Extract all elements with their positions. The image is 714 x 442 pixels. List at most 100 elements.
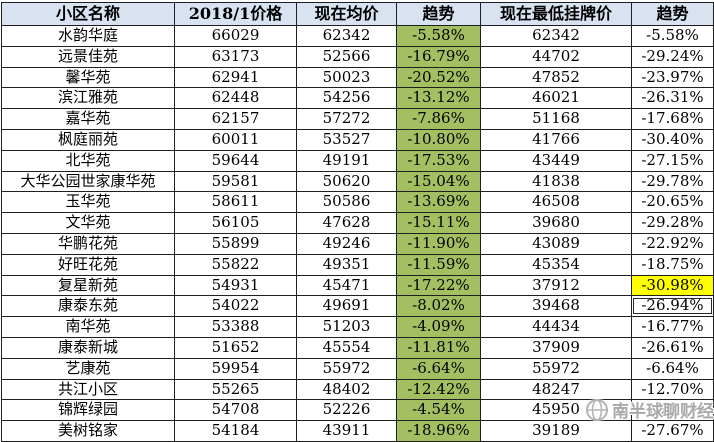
cell-avg-price-now[interactable]: 45471 bbox=[296, 274, 397, 297]
cell-avg-price-now[interactable]: 50023 bbox=[296, 66, 397, 89]
cell-community-name[interactable]: 嘉华苑 bbox=[1, 108, 175, 130]
cell-avg-price-now[interactable]: 62342 bbox=[296, 25, 397, 47]
header-cell-price-2018-01[interactable]: 2018/1价格 bbox=[174, 2, 297, 26]
cell-community-name[interactable]: 南华苑 bbox=[1, 316, 175, 338]
cell-price-2018-01[interactable]: 59644 bbox=[174, 149, 297, 172]
cell-trend-lowest[interactable]: -17.68% bbox=[631, 108, 714, 130]
cell-community-name[interactable]: 复星新苑 bbox=[1, 274, 175, 297]
cell-community-name[interactable]: 锦辉绿园 bbox=[1, 399, 175, 422]
cell-community-name[interactable]: 北华苑 bbox=[1, 149, 175, 172]
cell-community-name[interactable]: 枫庭丽苑 bbox=[1, 128, 175, 151]
cell-trend-avg[interactable]: -20.52% bbox=[396, 66, 481, 89]
cell-avg-price-now[interactable]: 43911 bbox=[296, 420, 397, 442]
header-cell-avg-price-now[interactable]: 现在均价 bbox=[296, 2, 397, 26]
cell-lowest-listing-now[interactable]: 39468 bbox=[480, 295, 632, 318]
cell-price-2018-01[interactable]: 56105 bbox=[174, 212, 297, 234]
cell-lowest-listing-now[interactable]: 46508 bbox=[480, 191, 632, 214]
cell-community-name[interactable]: 远景佳苑 bbox=[1, 45, 175, 68]
cell-community-name[interactable]: 好旺花苑 bbox=[1, 253, 175, 276]
cell-trend-lowest[interactable]: -16.01% bbox=[631, 399, 714, 422]
cell-avg-price-now[interactable]: 52566 bbox=[296, 45, 397, 68]
cell-price-2018-01[interactable]: 66029 bbox=[174, 25, 297, 47]
cell-community-name[interactable]: 康泰新城 bbox=[1, 336, 175, 359]
cell-trend-lowest[interactable]: -22.92% bbox=[631, 232, 714, 255]
cell-community-name[interactable]: 康泰东苑 bbox=[1, 295, 175, 318]
cell-lowest-listing-now[interactable]: 39680 bbox=[480, 212, 632, 234]
cell-trend-lowest[interactable]: -27.67% bbox=[631, 420, 714, 442]
cell-lowest-listing-now[interactable]: 44702 bbox=[480, 45, 632, 68]
cell-trend-avg[interactable]: -4.54% bbox=[396, 399, 481, 422]
cell-avg-price-now[interactable]: 50586 bbox=[296, 191, 397, 214]
cell-trend-lowest[interactable]: -26.94% bbox=[631, 295, 714, 318]
cell-price-2018-01[interactable]: 62157 bbox=[174, 108, 297, 130]
cell-lowest-listing-now[interactable]: 41766 bbox=[480, 128, 632, 151]
cell-community-name[interactable]: 艺康苑 bbox=[1, 357, 175, 380]
cell-lowest-listing-now[interactable]: 41838 bbox=[480, 170, 632, 193]
cell-community-name[interactable]: 滨江雅苑 bbox=[1, 87, 175, 110]
header-cell-community-name[interactable]: 小区名称 bbox=[1, 2, 175, 26]
cell-trend-lowest[interactable]: -30.40% bbox=[631, 128, 714, 151]
cell-price-2018-01[interactable]: 54708 bbox=[174, 399, 297, 422]
cell-lowest-listing-now[interactable]: 43089 bbox=[480, 232, 632, 255]
cell-community-name[interactable]: 大华公园世家康华苑 bbox=[1, 170, 175, 193]
cell-lowest-listing-now[interactable]: 46021 bbox=[480, 87, 632, 110]
cell-trend-avg[interactable]: -13.12% bbox=[396, 87, 481, 110]
cell-price-2018-01[interactable]: 53388 bbox=[174, 316, 297, 338]
cell-lowest-listing-now[interactable]: 47852 bbox=[480, 66, 632, 89]
cell-avg-price-now[interactable]: 51203 bbox=[296, 316, 397, 338]
cell-trend-lowest[interactable]: -20.65% bbox=[631, 191, 714, 214]
cell-community-name[interactable]: 玉华苑 bbox=[1, 191, 175, 214]
cell-lowest-listing-now[interactable]: 55972 bbox=[480, 357, 632, 380]
cell-price-2018-01[interactable]: 60011 bbox=[174, 128, 297, 151]
cell-price-2018-01[interactable]: 54184 bbox=[174, 420, 297, 442]
cell-lowest-listing-now[interactable]: 37909 bbox=[480, 336, 632, 359]
cell-price-2018-01[interactable]: 54022 bbox=[174, 295, 297, 318]
cell-trend-avg[interactable]: -12.42% bbox=[396, 378, 481, 401]
cell-trend-lowest[interactable]: -29.78% bbox=[631, 170, 714, 193]
cell-avg-price-now[interactable]: 57272 bbox=[296, 108, 397, 130]
cell-trend-avg[interactable]: -6.64% bbox=[396, 357, 481, 380]
cell-price-2018-01[interactable]: 55899 bbox=[174, 232, 297, 255]
cell-avg-price-now[interactable]: 48402 bbox=[296, 378, 397, 401]
cell-trend-avg[interactable]: -16.79% bbox=[396, 45, 481, 68]
cell-trend-avg[interactable]: -13.69% bbox=[396, 191, 481, 214]
cell-lowest-listing-now[interactable]: 39189 bbox=[480, 420, 632, 442]
cell-trend-lowest[interactable]: -30.98% bbox=[631, 274, 714, 297]
cell-community-name[interactable]: 文华苑 bbox=[1, 212, 175, 234]
cell-lowest-listing-now[interactable]: 51168 bbox=[480, 108, 632, 130]
cell-trend-avg[interactable]: -8.02% bbox=[396, 295, 481, 318]
cell-avg-price-now[interactable]: 49691 bbox=[296, 295, 397, 318]
cell-trend-avg[interactable]: -4.09% bbox=[396, 316, 481, 338]
cell-community-name[interactable]: 水韵华庭 bbox=[1, 25, 175, 47]
cell-trend-lowest[interactable]: -26.31% bbox=[631, 87, 714, 110]
cell-price-2018-01[interactable]: 62941 bbox=[174, 66, 297, 89]
cell-avg-price-now[interactable]: 45554 bbox=[296, 336, 397, 359]
cell-trend-lowest[interactable]: -23.97% bbox=[631, 66, 714, 89]
header-cell-trend-avg[interactable]: 趋势 bbox=[396, 2, 481, 26]
cell-trend-avg[interactable]: -15.11% bbox=[396, 212, 481, 234]
header-cell-lowest-listing-now[interactable]: 现在最低挂牌价 bbox=[480, 2, 632, 26]
cell-trend-lowest[interactable]: -16.77% bbox=[631, 316, 714, 338]
cell-lowest-listing-now[interactable]: 45354 bbox=[480, 253, 632, 276]
cell-avg-price-now[interactable]: 53527 bbox=[296, 128, 397, 151]
cell-lowest-listing-now[interactable]: 44434 bbox=[480, 316, 632, 338]
cell-community-name[interactable]: 馨华苑 bbox=[1, 66, 175, 89]
cell-price-2018-01[interactable]: 59581 bbox=[174, 170, 297, 193]
cell-avg-price-now[interactable]: 50620 bbox=[296, 170, 397, 193]
cell-avg-price-now[interactable]: 52226 bbox=[296, 399, 397, 422]
cell-avg-price-now[interactable]: 47628 bbox=[296, 212, 397, 234]
cell-avg-price-now[interactable]: 55972 bbox=[296, 357, 397, 380]
cell-price-2018-01[interactable]: 58611 bbox=[174, 191, 297, 214]
cell-avg-price-now[interactable]: 49351 bbox=[296, 253, 397, 276]
cell-avg-price-now[interactable]: 49246 bbox=[296, 232, 397, 255]
cell-trend-lowest[interactable]: -29.24% bbox=[631, 45, 714, 68]
cell-trend-avg[interactable]: -15.04% bbox=[396, 170, 481, 193]
cell-trend-lowest[interactable]: -27.15% bbox=[631, 149, 714, 172]
cell-price-2018-01[interactable]: 62448 bbox=[174, 87, 297, 110]
cell-trend-lowest[interactable]: -26.61% bbox=[631, 336, 714, 359]
cell-trend-avg[interactable]: -17.22% bbox=[396, 274, 481, 297]
cell-price-2018-01[interactable]: 55822 bbox=[174, 253, 297, 276]
cell-trend-lowest[interactable]: -29.28% bbox=[631, 212, 714, 234]
cell-community-name[interactable]: 美树铭家 bbox=[1, 420, 175, 442]
cell-avg-price-now[interactable]: 49191 bbox=[296, 149, 397, 172]
